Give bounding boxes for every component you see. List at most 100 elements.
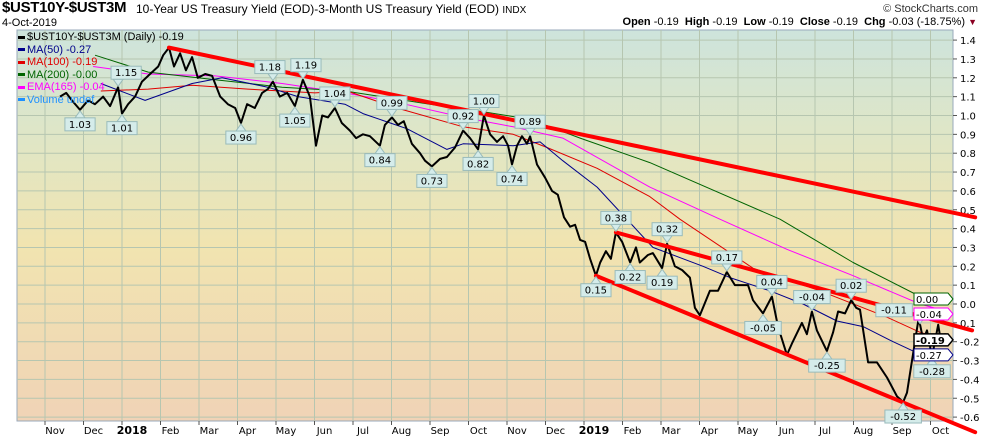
down-arrow-icon: ▼	[968, 17, 977, 27]
price-annotation: 1.05	[279, 106, 311, 128]
y-tick-label: 0.1	[960, 281, 976, 292]
annotation-box	[106, 121, 138, 136]
y-tick-label: 1.2	[960, 74, 976, 85]
x-tick-label: Nov	[507, 426, 527, 437]
annotation-label: 0.15	[585, 286, 607, 297]
price-annotation: -0.05	[744, 313, 782, 335]
x-tick-label: Mar	[662, 426, 682, 437]
price-annotation: -0.04	[793, 290, 831, 312]
copyright: © StockCharts.com	[883, 3, 978, 15]
price-annotation: 0.96	[225, 123, 257, 145]
x-tick-label: 2019	[579, 424, 610, 437]
annotation-box	[744, 320, 782, 335]
y-tick-label: 1.1	[960, 93, 976, 104]
series-line-ma-200-	[94, 54, 948, 305]
x-tick-label: Aug	[392, 426, 412, 437]
legend: $UST10Y-$UST3M (Daily) -0.19 MA(50) -0.27…	[18, 31, 184, 106]
annotation-box	[290, 58, 322, 73]
annotation-box	[614, 270, 646, 285]
annotation-label: 0.84	[369, 156, 391, 167]
high-value: -0.19	[712, 16, 738, 28]
annotation-label: 0.04	[761, 277, 783, 288]
y-tick-label: 1.3	[960, 55, 976, 66]
y-tick-label: 0.6	[960, 187, 976, 198]
annotation-box	[600, 210, 632, 225]
annotation-label: 1.05	[284, 116, 306, 127]
price-annotation: 1.04	[319, 86, 351, 108]
x-tick-label: Sep	[893, 426, 912, 437]
annotation-label: -0.05	[750, 323, 776, 334]
legend-swatch	[18, 48, 25, 52]
annotation-box	[279, 113, 311, 128]
annotation-label: 1.15	[115, 68, 137, 79]
legend-label: Volume undef	[27, 93, 95, 106]
annotation-label: 0.38	[605, 213, 627, 224]
value-tags: 0.00 -0.04 -0.19 -0.27	[913, 292, 954, 362]
series-line--ust10y-ust3m	[59, 46, 949, 403]
series-line-ema-165-	[93, 66, 948, 312]
annotations: 1.03 1.15 1.01 0.96 1.18 1.19 1.05 1.04 0.99 0.84…	[64, 58, 951, 424]
legend-swatch	[18, 35, 25, 39]
annotation-box	[711, 250, 743, 265]
annotation-box	[875, 303, 913, 318]
x-tick-label: Dec	[84, 426, 103, 437]
annotation-box	[514, 114, 546, 129]
price-annotation: 0.38	[600, 210, 632, 233]
y-tick-label: -0.6	[960, 413, 980, 424]
chg-value: -0.03 (-18.75%)	[888, 16, 966, 28]
annotation-label: 0.74	[501, 175, 523, 186]
series-lines	[59, 46, 949, 403]
annotation-label: 1.00	[473, 97, 495, 108]
annotation-label: 0.92	[452, 112, 474, 123]
annotation-box	[416, 173, 448, 188]
legend-entry: MA(100) -0.19	[18, 56, 184, 69]
close-value: -0.19	[832, 16, 858, 28]
price-annotation: 1.00	[468, 94, 500, 116]
y-tick-label: 0.9	[960, 130, 976, 141]
y-tick-label: 0.0	[960, 300, 976, 311]
annotation-box	[808, 358, 846, 373]
open-value: -0.19	[653, 16, 679, 28]
annotation-label: -0.52	[890, 412, 916, 423]
annotation-label: 0.99	[381, 98, 403, 109]
annotation-label: 0.19	[651, 278, 673, 289]
x-tick-label: Sep	[431, 426, 450, 437]
x-tick-label: Jun	[316, 426, 333, 437]
value-tag-box	[913, 333, 954, 347]
low-label: Low	[743, 16, 766, 28]
annotation-box	[884, 409, 922, 424]
exchange-label: INDX	[502, 5, 527, 16]
legend-swatch	[18, 85, 25, 89]
x-tick-label: May	[276, 426, 297, 437]
y-tick-label: 0.2	[960, 262, 976, 273]
annotation-box	[64, 117, 96, 132]
y-axis: 1.4 1.3 1.2 1.1 1.0 0.9 0.8 0.7 0.6 0.5 0.4 0.3 0.2 0…	[953, 36, 980, 424]
close-label: Close	[799, 16, 830, 28]
x-tick-label: Oct	[932, 426, 949, 437]
series-line-ma-50-	[100, 77, 948, 356]
y-tick-label: 0.5	[960, 206, 976, 217]
price-annotation: 1.18	[254, 60, 286, 82]
legend-label: EMA(165) -0.04	[27, 81, 105, 93]
legend-entry: MA(50) -0.27	[18, 44, 184, 57]
legend-swatch	[18, 98, 25, 102]
annotation-box	[793, 290, 831, 305]
price-annotation: 0.89	[514, 114, 546, 137]
price-annotation: 0.02	[835, 278, 867, 301]
legend-label: $UST10Y-$UST3M (Daily) -0.19	[27, 31, 184, 43]
annotation-box	[319, 86, 351, 101]
price-annotation: 0.19	[646, 268, 678, 290]
x-tick-label: May	[738, 426, 759, 437]
price-annotation: 0.92	[447, 109, 479, 131]
legend-label: MA(50) -0.27	[27, 43, 92, 56]
y-tick-label: 0.3	[960, 243, 976, 254]
legend-swatch	[18, 60, 25, 64]
annotation-label: 0.02	[840, 281, 862, 292]
y-tick-label: -0.3	[960, 357, 980, 368]
y-tick-label: -0.5	[960, 394, 980, 405]
x-tick-label: Mar	[200, 426, 220, 437]
price-annotation: 0.84	[364, 145, 396, 168]
value-tag: 0.00	[913, 292, 954, 306]
annotation-label: 0.96	[230, 133, 252, 144]
